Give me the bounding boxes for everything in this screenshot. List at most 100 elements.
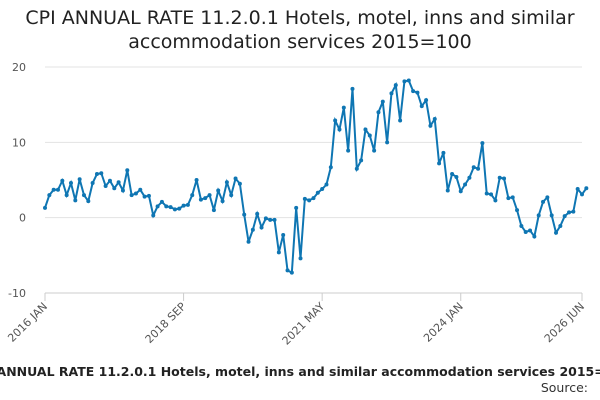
point — [133, 191, 138, 196]
point — [359, 158, 364, 163]
point — [255, 211, 260, 216]
point — [90, 181, 95, 186]
point — [190, 193, 195, 198]
point — [177, 206, 182, 211]
point — [489, 192, 494, 197]
point — [259, 225, 264, 230]
point — [151, 213, 156, 218]
point — [146, 193, 151, 198]
point — [415, 90, 420, 95]
point — [536, 213, 541, 218]
point — [380, 99, 385, 104]
point — [549, 213, 554, 218]
point — [272, 217, 277, 222]
point — [276, 250, 281, 255]
point — [216, 188, 221, 193]
point — [94, 171, 99, 176]
point — [541, 199, 546, 204]
point — [398, 118, 403, 123]
point — [302, 196, 307, 201]
point — [372, 148, 377, 153]
point — [168, 205, 173, 210]
point — [411, 89, 416, 94]
point — [510, 195, 515, 200]
point — [454, 174, 459, 179]
point — [515, 208, 520, 213]
point — [337, 127, 342, 132]
point — [120, 188, 125, 193]
point — [198, 197, 203, 202]
point — [281, 232, 286, 237]
point — [354, 166, 359, 171]
caption: CPI ANNUAL RATE 11.2.0.1 Hotels, motel, … — [0, 364, 600, 379]
point — [112, 186, 117, 191]
point — [47, 193, 52, 198]
point — [164, 204, 169, 209]
y-tick-label: 20 — [12, 61, 26, 74]
point — [367, 133, 372, 138]
point — [476, 166, 481, 171]
point — [350, 86, 355, 91]
line — [44, 79, 588, 275]
point — [172, 207, 177, 212]
point — [419, 104, 424, 109]
y-tick-label: -10 — [8, 287, 26, 300]
point — [558, 223, 563, 228]
y-tick-label: 0 — [19, 212, 26, 225]
x-tick-label: 2021 MAY — [280, 300, 328, 348]
point — [406, 78, 411, 83]
point — [211, 208, 216, 213]
point — [545, 195, 550, 200]
point — [328, 165, 333, 170]
point — [229, 193, 234, 198]
x-tick-label: 2018 SEP — [143, 300, 189, 346]
point — [125, 168, 130, 173]
point — [207, 193, 212, 198]
point — [159, 199, 164, 204]
point — [424, 98, 429, 103]
point — [138, 187, 143, 192]
point — [142, 194, 147, 199]
point — [86, 199, 91, 204]
point — [445, 188, 450, 193]
point — [575, 187, 580, 192]
point — [203, 196, 208, 201]
point — [289, 270, 294, 275]
x-tick-label: 2024 JAN — [421, 300, 466, 345]
point — [315, 190, 320, 195]
x-tick-label: 2026 JUN — [542, 300, 587, 345]
point — [155, 204, 160, 209]
point — [341, 105, 346, 110]
point — [43, 205, 47, 210]
point — [55, 187, 60, 192]
point — [528, 228, 533, 233]
point — [497, 175, 502, 180]
point — [250, 227, 255, 232]
point — [242, 212, 247, 217]
point — [185, 202, 190, 207]
point — [246, 239, 251, 244]
point — [428, 123, 433, 128]
point — [562, 214, 567, 219]
point — [432, 116, 437, 121]
point — [220, 199, 225, 204]
point — [458, 189, 463, 194]
point — [81, 193, 86, 198]
point — [60, 178, 65, 183]
x-tick-label: 2016 JAN — [5, 300, 50, 345]
point — [402, 79, 407, 84]
point — [233, 176, 238, 181]
point — [320, 187, 325, 192]
point — [467, 175, 472, 180]
point — [506, 196, 511, 201]
point — [376, 110, 381, 115]
point — [77, 177, 82, 182]
point — [307, 198, 312, 203]
point — [463, 182, 468, 187]
point — [441, 150, 446, 155]
point — [194, 178, 199, 182]
source: Source: — [541, 380, 588, 395]
point — [263, 216, 268, 221]
point — [268, 217, 273, 222]
point — [99, 171, 104, 176]
